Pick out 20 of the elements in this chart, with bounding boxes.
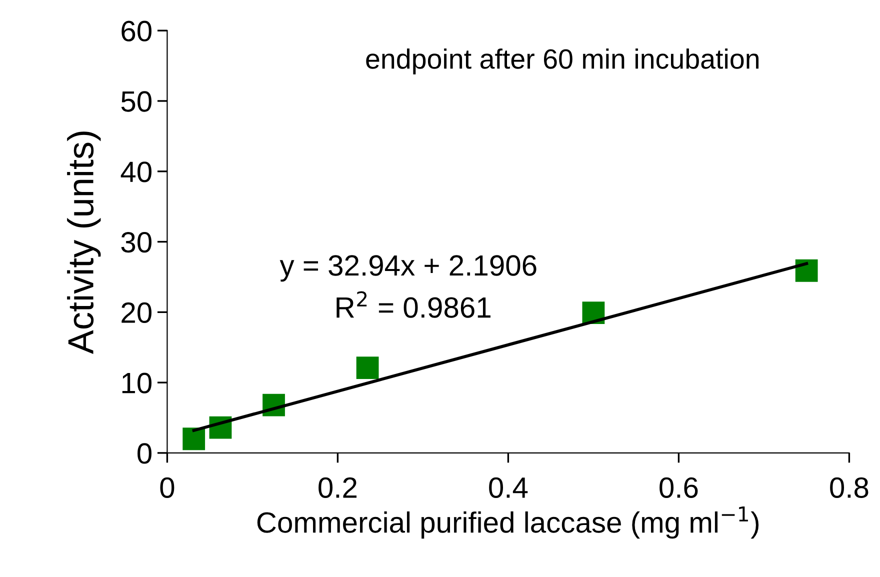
point [795,259,818,282]
x-tick-label: 0.2 [318,477,357,498]
y-tick-label: 50 [121,91,152,112]
x-tick-label: 0.6 [660,477,698,498]
x-tick-label: 0.4 [489,477,528,498]
point [356,356,379,379]
annotation: y = 32.94x + 2.1906 [280,255,536,282]
y-tick-label: 20 [122,302,152,324]
annotation: R$^{2}$ = 0.9861 [336,291,490,318]
x-axis-title: Commercial purified laccase (mg ml$^{−1}$) [257,506,759,539]
y-tick-label: 0 [138,443,152,464]
y-axis-title: Activity (units) [67,132,101,354]
y-tick-label: 40 [120,162,152,182]
x-tick-label: 0 [160,477,174,498]
y-tick-label: 60 [122,20,152,42]
annotation: endpoint after 60 min incubation [366,48,759,74]
y-tick-label: 30 [121,232,152,253]
x-tick-label: 0.8 [830,477,868,498]
point [182,428,206,450]
y-tick-label: 10 [122,372,152,394]
